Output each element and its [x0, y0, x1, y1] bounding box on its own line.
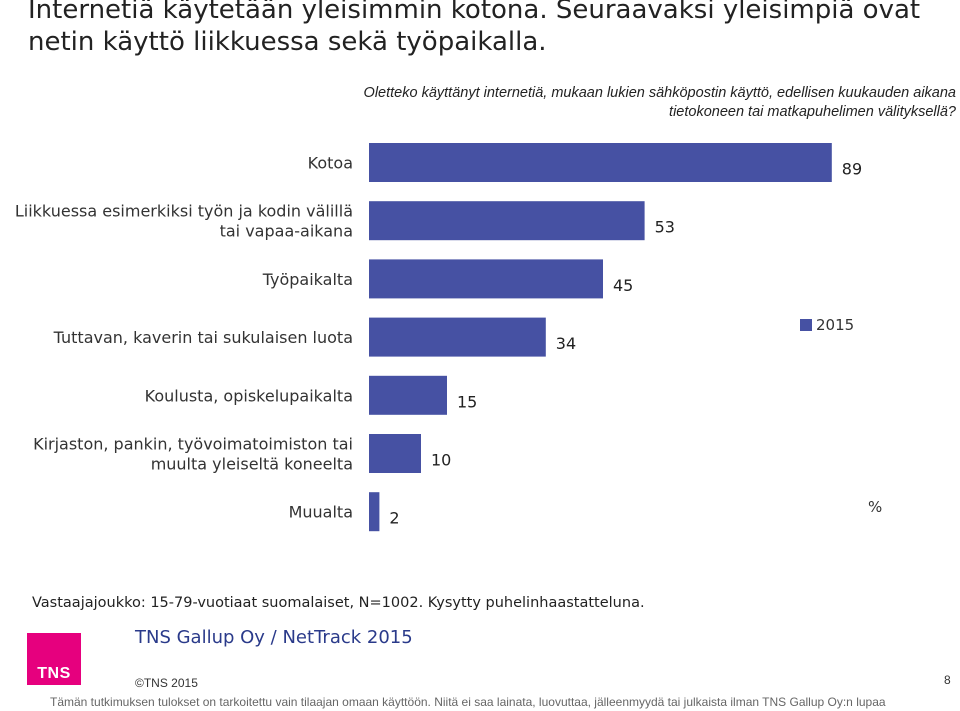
bar — [369, 492, 380, 532]
bar — [369, 317, 546, 357]
legend-swatch — [800, 319, 812, 331]
chart-legend: 2015 — [800, 316, 854, 334]
copyright-label: ©TNS 2015 — [135, 676, 198, 690]
category-label: Tuttavan, kaverin tai sukulaisen luota — [53, 328, 353, 347]
category-label: Liikkuessa esimerkiksi työn ja kodin väl… — [15, 202, 353, 241]
disclaimer-text: Tämän tutkimuksen tulokset on tarkoitett… — [50, 695, 886, 709]
bar — [369, 375, 447, 415]
value-label: 34 — [556, 334, 576, 353]
category-label: Kirjaston, pankin, työvoimatoimiston tai… — [33, 435, 353, 474]
category-label: Koulusta, opiskelupaikalta — [145, 386, 353, 405]
value-label: 53 — [655, 218, 675, 237]
category-label: Muualta — [289, 503, 353, 522]
bar — [369, 259, 603, 299]
category-label: Työpaikalta — [262, 270, 353, 289]
logo-text: TNS — [37, 665, 71, 682]
value-label: 15 — [457, 392, 477, 411]
tns-logo-icon: TNS — [27, 633, 81, 685]
slide-title: Internetiä käytetään yleisimmin kotona. … — [28, 0, 921, 57]
legend-label: 2015 — [816, 316, 855, 334]
value-label: 89 — [842, 160, 862, 179]
survey-question: Oletteko käyttänyt internetiä, mukaan lu… — [363, 85, 956, 120]
value-label: 2 — [389, 509, 399, 528]
source-label: TNS Gallup Oy / NetTrack 2015 — [135, 627, 413, 648]
value-label: 45 — [613, 276, 633, 295]
bar — [369, 143, 832, 182]
bar — [369, 434, 421, 473]
sample-note: Vastaajajoukko: 15-79-vuotiaat suomalais… — [32, 595, 645, 611]
page-number: 8 — [944, 673, 951, 687]
unit-label: % — [868, 498, 883, 516]
category-label: Kotoa — [308, 154, 353, 173]
bar — [369, 201, 645, 241]
value-label: 10 — [431, 451, 451, 470]
